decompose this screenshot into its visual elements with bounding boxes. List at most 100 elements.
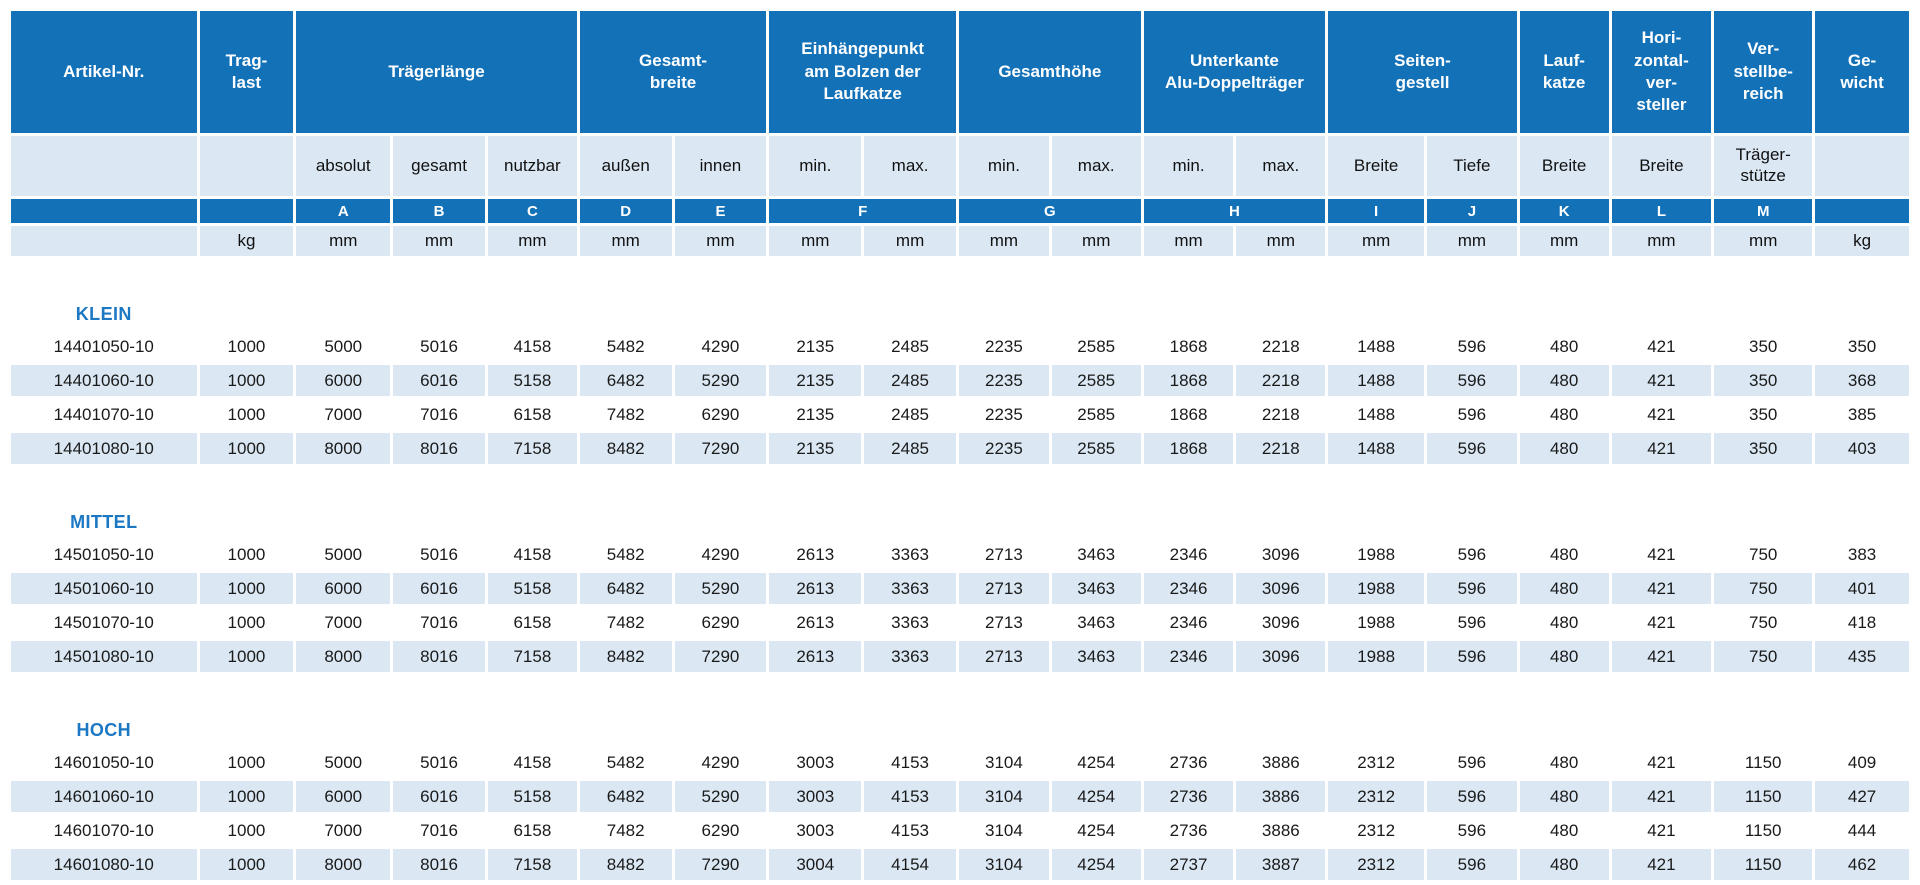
data-cell: 4254 bbox=[1077, 752, 1116, 772]
data-cell: 2135 bbox=[769, 365, 862, 396]
data-cell: 750 bbox=[1714, 573, 1813, 604]
article-number: 14601080-10 bbox=[11, 849, 197, 880]
data-cell: 3096 bbox=[1261, 544, 1300, 564]
data-cell: 596 bbox=[1457, 404, 1487, 424]
letter-blank bbox=[11, 199, 197, 223]
data-cell: 1000 bbox=[227, 544, 266, 564]
unit-mm: mm bbox=[579, 226, 672, 256]
data-cell: 4290 bbox=[701, 336, 740, 356]
data-cell: 7000 bbox=[324, 404, 363, 424]
subheader-gesamt: gesamt bbox=[393, 136, 485, 196]
data-cell: 1000 bbox=[199, 365, 294, 396]
data-cell: 8000 bbox=[296, 641, 391, 672]
data-cell: 1988 bbox=[1357, 544, 1396, 564]
data-cell: 2585 bbox=[1051, 433, 1141, 464]
table-row: 14601080-10 1000 8000 8016 7158 8482 7290 3004 4… bbox=[11, 849, 1909, 880]
data-cell: 480 bbox=[1519, 573, 1609, 604]
data-cell: 3104 bbox=[959, 849, 1049, 880]
data-cell: 480 bbox=[1519, 433, 1609, 464]
data-cell: 2713 bbox=[959, 573, 1049, 604]
header-gesamthöhe: Gesamthöhe bbox=[959, 11, 1141, 133]
unit-mm: mm bbox=[1519, 226, 1609, 256]
data-cell: 3004 bbox=[769, 849, 862, 880]
group-hoch: HOCH 14601050-10 1000 5000 5016 4158 5482 4290 3… bbox=[11, 675, 1909, 880]
data-cell: 421 bbox=[1647, 544, 1676, 564]
data-cell: 421 bbox=[1611, 365, 1712, 396]
data-cell: 462 bbox=[1815, 849, 1909, 880]
data-cell: 1000 bbox=[199, 641, 294, 672]
data-cell: 2737 bbox=[1143, 849, 1234, 880]
data-cell: 435 bbox=[1815, 641, 1909, 672]
data-cell: 3363 bbox=[891, 544, 929, 564]
subheader-träger-stütze: Träger-stütze bbox=[1714, 136, 1813, 196]
data-cell: 2218 bbox=[1261, 404, 1300, 424]
data-cell: 1488 bbox=[1328, 365, 1424, 396]
article-number: 14501070-10 bbox=[53, 612, 154, 632]
letter-g: G bbox=[959, 199, 1141, 223]
data-cell: 4153 bbox=[891, 752, 929, 772]
data-cell: 596 bbox=[1457, 752, 1487, 772]
data-cell: 1000 bbox=[227, 820, 266, 840]
data-cell: 480 bbox=[1549, 752, 1579, 772]
spacer-row bbox=[11, 259, 1909, 297]
data-cell: 2713 bbox=[985, 612, 1023, 632]
data-cell: 1868 bbox=[1169, 404, 1208, 424]
letter-c: C bbox=[487, 199, 577, 223]
data-cell: 2235 bbox=[959, 433, 1049, 464]
data-cell: 6158 bbox=[513, 820, 552, 840]
data-cell: 4153 bbox=[864, 781, 957, 812]
data-cell: 421 bbox=[1647, 820, 1676, 840]
data-cell: 2312 bbox=[1357, 820, 1396, 840]
data-cell: 6016 bbox=[393, 781, 485, 812]
data-cell: 1488 bbox=[1357, 404, 1396, 424]
data-cell: 7482 bbox=[606, 612, 645, 632]
data-cell: 6482 bbox=[579, 781, 672, 812]
data-cell: 2235 bbox=[959, 365, 1049, 396]
data-cell: 8482 bbox=[579, 433, 672, 464]
data-cell: 1000 bbox=[199, 849, 294, 880]
data-cell: 596 bbox=[1427, 849, 1517, 880]
data-cell: 421 bbox=[1611, 573, 1712, 604]
article-number: 14401080-10 bbox=[11, 433, 197, 464]
data-cell: 2613 bbox=[796, 612, 835, 632]
data-cell: 5158 bbox=[487, 573, 577, 604]
header-einhängepunkt-am-bolzen-der-laufkatze: Einhängepunkt am Bolzen der Laufkatze bbox=[769, 11, 957, 133]
data-cell: 8016 bbox=[393, 433, 485, 464]
letter-blank bbox=[199, 199, 294, 223]
data-cell: 7016 bbox=[420, 612, 458, 632]
data-cell: 596 bbox=[1457, 336, 1487, 356]
units-row: kg mm mm mm mm mm mm mm mm mm mm mm mm mm mm mm mm kg bbox=[11, 226, 1909, 256]
letter-l: L bbox=[1611, 199, 1712, 223]
data-cell: 421 bbox=[1611, 849, 1712, 880]
table-row: 14601070-10 1000 7000 7016 6158 7482 6290 3003 4… bbox=[11, 815, 1909, 846]
header-lauf-katze: Lauf-katze bbox=[1519, 11, 1609, 133]
data-cell: 4158 bbox=[513, 336, 552, 356]
data-cell: 596 bbox=[1457, 820, 1487, 840]
data-cell: 1000 bbox=[199, 573, 294, 604]
table-row: 14401060-10 1000 6000 6016 5158 6482 5290 2135 2… bbox=[11, 365, 1909, 396]
letter-d: D bbox=[579, 199, 672, 223]
data-cell: 6016 bbox=[393, 365, 485, 396]
data-cell: 1868 bbox=[1169, 336, 1208, 356]
subheader-min: min. bbox=[1143, 136, 1234, 196]
data-cell: 7482 bbox=[606, 820, 645, 840]
data-cell: 480 bbox=[1549, 820, 1579, 840]
data-cell: 4254 bbox=[1051, 781, 1141, 812]
data-cell: 2312 bbox=[1357, 752, 1396, 772]
data-cell: 444 bbox=[1847, 820, 1877, 840]
table-row: 14601060-10 1000 6000 6016 5158 6482 5290 3003 4… bbox=[11, 781, 1909, 812]
data-cell: 1988 bbox=[1328, 573, 1424, 604]
table-row: 14501080-10 1000 8000 8016 7158 8482 7290 2613 3… bbox=[11, 641, 1909, 672]
article-number: 14501080-10 bbox=[11, 641, 197, 672]
header-trag-last: Trag-last bbox=[199, 11, 294, 133]
data-cell: 3463 bbox=[1077, 612, 1116, 632]
data-cell: 6482 bbox=[579, 573, 672, 604]
group-label-klein: KLEIN bbox=[75, 303, 132, 324]
group-label-row: HOCH bbox=[11, 716, 1909, 744]
data-cell: 2346 bbox=[1169, 612, 1208, 632]
data-cell: 383 bbox=[1847, 544, 1877, 564]
data-cell: 4254 bbox=[1077, 820, 1116, 840]
data-cell: 2485 bbox=[891, 404, 929, 424]
header-group-row: Artikel-Nr. Trag-last Trägerlänge Gesamt-br… bbox=[11, 11, 1909, 133]
letter-h: H bbox=[1143, 199, 1326, 223]
